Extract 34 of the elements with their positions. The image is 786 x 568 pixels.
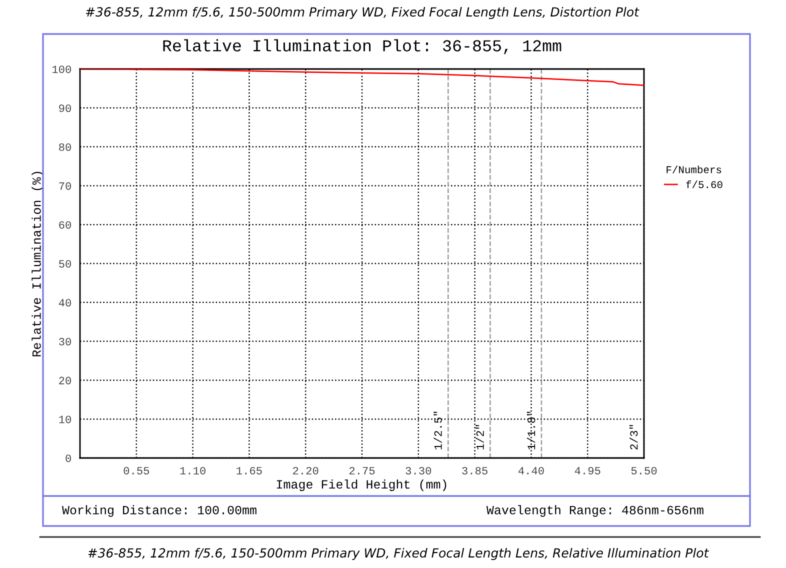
x-tick-label: 1.65 bbox=[236, 466, 262, 474]
y-tick-label: 30 bbox=[59, 338, 71, 346]
y-tick-label: 60 bbox=[59, 221, 71, 229]
x-tick-label: 2.20 bbox=[293, 466, 318, 474]
y-axis-title: Relative Illumination (%) bbox=[32, 172, 44, 356]
x-tick-label: 4.95 bbox=[574, 466, 600, 474]
x-axis-title: Image Field Height (mm) bbox=[276, 479, 446, 492]
annotation: 2/3" bbox=[630, 425, 638, 450]
x-tick-label: 3.85 bbox=[462, 466, 488, 474]
x-tick-label: 4.40 bbox=[518, 466, 544, 474]
y-tick-label: 70 bbox=[59, 182, 71, 190]
text: Working Distance: 100.00mm bbox=[62, 505, 256, 517]
y-tick-label: 10 bbox=[59, 416, 71, 424]
text: #36-855, 12mm f/5.6, 150-500mm Primary WD, Fixed Focal Length Lens, Relative Illumination Plot bbox=[88, 548, 710, 560]
y-tick-label: 50 bbox=[59, 260, 71, 268]
y-tick-label: 90 bbox=[59, 104, 71, 112]
x-tick-label: 5.50 bbox=[631, 466, 657, 474]
x-tick-label: 1.10 bbox=[180, 466, 206, 474]
legend-title: F/Numbers bbox=[666, 166, 722, 174]
annotation: 1/2.5" bbox=[434, 412, 442, 450]
legend-label: f/5.60 bbox=[686, 180, 722, 188]
y-tick-label: 100 bbox=[52, 66, 71, 74]
chart-title: Relative Illumination Plot: 36-855, 12mm bbox=[163, 39, 562, 54]
text: #36-855, 12mm f/5.6, 150-500mm Primary WD, Fixed Focal Length Lens, Distortion Plot bbox=[86, 6, 640, 20]
x-tick-label: 3.30 bbox=[406, 466, 432, 474]
x-tick-label: 0.55 bbox=[124, 466, 150, 474]
annotation: 1/1.8" bbox=[526, 412, 536, 450]
text: Wavelength Range: 486nm-656nm bbox=[486, 505, 704, 517]
y-tick-label: 0 bbox=[66, 454, 71, 462]
x-tick-label: 2.75 bbox=[349, 466, 375, 474]
y-tick-label: 80 bbox=[59, 143, 71, 151]
annotation: 1/2" bbox=[476, 425, 484, 450]
y-tick-label: 40 bbox=[58, 298, 71, 307]
y-tick-label: 20 bbox=[59, 376, 71, 384]
